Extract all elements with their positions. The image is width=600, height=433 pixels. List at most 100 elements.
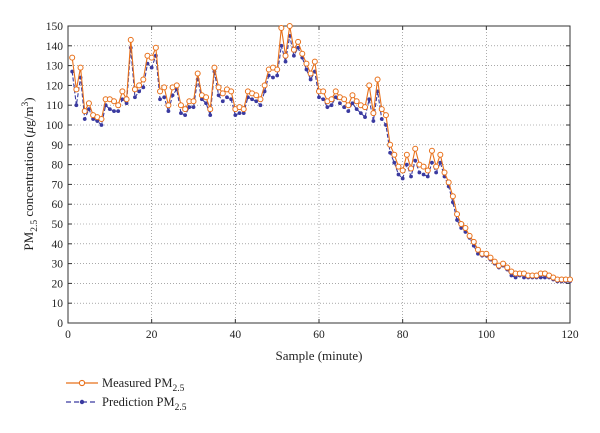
data-point-prediction	[275, 73, 280, 78]
data-point-measured	[374, 76, 381, 83]
data-point-prediction	[296, 45, 300, 50]
x-tick-label: 60	[313, 329, 325, 341]
y-tick-label: 0	[57, 318, 63, 330]
y-tick-label: 130	[46, 61, 64, 73]
data-point-prediction	[308, 77, 313, 82]
data-point-measured	[391, 151, 398, 158]
data-point-prediction	[82, 117, 87, 121]
data-point-measured	[282, 52, 289, 59]
data-point-measured	[228, 88, 235, 95]
data-point-prediction	[241, 111, 246, 116]
data-point-measured	[165, 102, 172, 109]
data-point-prediction	[342, 105, 346, 110]
data-point-measured	[362, 104, 369, 111]
data-point-measured	[366, 82, 373, 89]
series-prediction	[70, 34, 572, 284]
data-point-measured	[567, 276, 573, 283]
data-point-measured	[399, 167, 406, 174]
data-point-prediction	[199, 97, 204, 102]
data-point-prediction	[421, 172, 426, 177]
data-point-prediction	[216, 93, 221, 98]
data-point-measured	[111, 98, 118, 105]
data-point-prediction	[363, 115, 367, 119]
data-point-measured	[127, 36, 134, 43]
data-point-prediction	[254, 99, 259, 104]
data-point-prediction	[166, 109, 171, 114]
data-point-prediction	[208, 113, 213, 117]
data-point-prediction	[162, 95, 167, 100]
y-title-middle: concentrations (	[21, 133, 36, 220]
data-point-prediction	[233, 113, 238, 117]
data-point-prediction	[204, 101, 208, 106]
data-point-measured	[190, 98, 197, 105]
data-point-prediction	[471, 243, 476, 248]
x-tick-label: 20	[146, 329, 158, 341]
data-point-measured	[303, 60, 310, 67]
x-tick-label: 80	[397, 329, 409, 341]
y-tick-label: 140	[46, 41, 64, 53]
data-point-prediction	[107, 107, 112, 112]
x-tick-label: 40	[230, 329, 242, 341]
data-point-measured	[487, 254, 494, 261]
data-point-prediction	[350, 101, 355, 106]
legend-marker-measured	[78, 379, 86, 387]
data-point-measured	[328, 96, 335, 103]
data-point-prediction	[425, 174, 430, 179]
data-point-measured	[286, 23, 293, 29]
data-point-measured	[81, 108, 88, 115]
data-point-measured	[85, 100, 92, 107]
data-point-measured	[157, 88, 164, 95]
y-tick-label: 90	[52, 140, 64, 152]
y-tick-label: 40	[52, 239, 64, 251]
data-point-prediction	[271, 75, 275, 80]
data-point-prediction	[463, 230, 468, 234]
data-point-measured	[295, 38, 302, 45]
data-point-prediction	[258, 103, 263, 108]
data-point-prediction	[149, 65, 154, 70]
data-point-prediction	[70, 69, 75, 74]
y-tick-label: 30	[52, 259, 64, 271]
data-point-prediction	[283, 59, 288, 64]
data-point-measured	[261, 82, 268, 89]
data-point-prediction	[396, 172, 401, 177]
data-point-measured	[119, 88, 126, 95]
legend-label-prediction: Prediction PM2.5	[102, 395, 187, 413]
data-point-measured	[203, 94, 210, 101]
data-point-measured	[320, 88, 327, 95]
data-point-measured	[441, 169, 448, 176]
y-title-prefix: PM	[21, 231, 36, 250]
data-point-prediction	[170, 93, 175, 98]
y-title-close: )	[21, 97, 36, 101]
y-tick-label: 10	[52, 298, 64, 310]
data-point-prediction	[543, 275, 547, 280]
data-point-measured	[470, 238, 477, 245]
y-title-sup: 3	[21, 102, 31, 107]
data-point-measured	[136, 82, 143, 89]
data-point-prediction	[413, 158, 418, 163]
data-point-measured	[341, 96, 348, 103]
y-tick-label: 60	[52, 199, 64, 211]
data-point-measured	[182, 106, 189, 113]
data-point-prediction	[112, 109, 116, 114]
data-point-measured	[454, 211, 461, 218]
data-point-measured	[420, 163, 427, 170]
data-point-prediction	[191, 105, 196, 110]
y-tick-label: 80	[52, 160, 64, 172]
data-point-measured	[148, 54, 155, 61]
data-point-measured	[278, 24, 285, 31]
data-point-measured	[257, 96, 264, 103]
data-point-prediction	[476, 251, 480, 256]
legend-label-prediction-text: Prediction PM	[102, 395, 175, 409]
data-point-measured	[332, 88, 339, 95]
data-point-measured	[345, 102, 352, 109]
data-point-measured	[123, 96, 130, 103]
data-point-measured	[428, 147, 435, 154]
data-point-measured	[500, 260, 507, 267]
data-point-measured	[408, 165, 415, 172]
data-point-prediction	[509, 273, 514, 278]
data-point-measured	[462, 224, 469, 231]
data-point-prediction	[91, 117, 95, 121]
data-point-prediction	[367, 97, 372, 102]
grid-lines	[68, 26, 570, 323]
